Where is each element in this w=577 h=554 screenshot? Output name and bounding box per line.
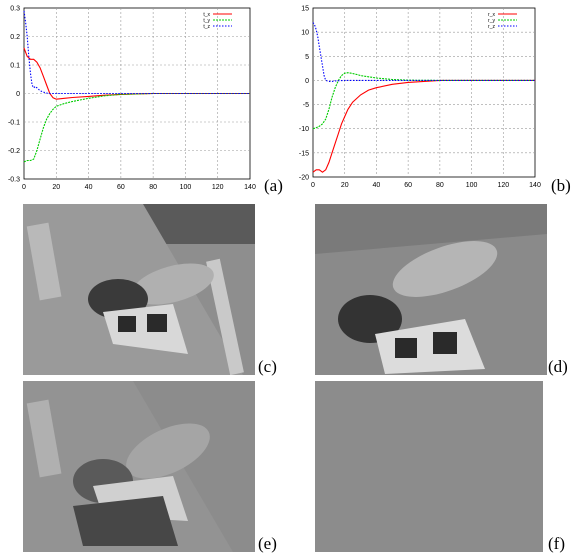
chart-b-series-r_z (312, 22, 535, 82)
label-c: (c) (258, 357, 277, 376)
chart-b-xtick-label: 40 (373, 182, 381, 189)
chart-b-legend-label-r_x: r_x (488, 12, 495, 18)
photo-e-svg (23, 381, 255, 552)
photo-e-glasses-ghost-2 (73, 496, 178, 546)
label-b: (b) (551, 176, 571, 195)
chart-a-legend-label-t_x: t_x (203, 12, 210, 18)
chart-b-series-r_x (312, 79, 535, 173)
chart-b-xtick-label: 60 (404, 182, 412, 189)
photo-c-ruler (206, 258, 244, 375)
chart-a-xtick-label: 140 (244, 184, 256, 191)
chart-a-xtick-label: 120 (212, 184, 224, 191)
chart-b-legend-label-r_y: r_y (488, 18, 495, 24)
chart-b-xtick-label: 120 (497, 182, 509, 189)
chart-a-series-t_z (23, 10, 250, 95)
photo-c-glasses-lens-left (118, 316, 136, 332)
photo-e (23, 381, 255, 552)
chart-a-ytick-label: -0.2 (8, 148, 20, 155)
chart-b-ytick-label: -20 (299, 175, 309, 182)
chart-a: 0 20 40 60 80 100 120 140 -0.3 -0.2 -0.1 0 0.1 0.2 0.3… (0, 0, 270, 196)
photo-d-glasses (375, 319, 485, 374)
chart-a-ytick-label: 0.3 (10, 6, 20, 13)
photo-c-sign (26, 222, 62, 301)
chart-b-legend-label-r_z: r_z (488, 24, 495, 30)
photo-d-hand-base (338, 295, 402, 343)
photo-c-glasses-lens-right (147, 314, 167, 332)
chart-b-xtick-label: 140 (529, 182, 541, 189)
chart-a-xtick-label: 40 (85, 184, 93, 191)
photo-d-top-shadow (315, 204, 547, 254)
photo-c-glove (132, 263, 214, 305)
chart-a-series-t_x (23, 47, 250, 100)
chart-a-series-t_y (23, 92, 250, 163)
chart-a-ytick-label: 0.2 (10, 34, 20, 41)
chart-a-ytick-label: 0 (16, 91, 20, 98)
chart-b-plot-frame (312, 7, 536, 178)
photo-d-glove (392, 241, 498, 297)
photo-e-sign (26, 399, 62, 478)
photo-e-glove-ghost (126, 423, 210, 479)
chart-b-xtick-label: 20 (341, 182, 349, 189)
photo-d-glasses-lens-left (395, 338, 417, 358)
chart-b: 0 20 40 60 80 100 120 140 -20 -15 -10 -5 0 5 10 15 r_x r_… (286, 0, 552, 196)
label-e: (e) (258, 534, 277, 553)
chart-a-xtick-label: 0 (22, 184, 26, 191)
photo-d-svg (315, 204, 547, 375)
chart-a-svg: 0 20 40 60 80 100 120 140 -0.3 -0.2 -0.1 0 0.1 0.2 0.3… (8, 6, 256, 192)
chart-b-svg: 0 20 40 60 80 100 120 140-20-15-10-5051015r_xr_… (299, 6, 541, 190)
label-a: (a) (264, 176, 283, 195)
chart-a-ytick-label: -0.3 (8, 177, 20, 184)
chart-a-xtick-label: 80 (149, 184, 157, 191)
chart-b-xtick-label: 100 (466, 182, 478, 189)
chart-a-xtick-label: 60 (117, 184, 125, 191)
chart-b-xtick-label: 0 (311, 182, 315, 189)
chart-b-ytick-label: -10 (299, 126, 309, 133)
label-d: (d) (548, 357, 568, 376)
chart-b-ytick-label: 0 (305, 78, 309, 85)
chart-b-ytick-label: 10 (301, 30, 309, 37)
chart-a-ytick-label: -0.1 (8, 120, 20, 127)
chart-a-ytick-label: 0.1 (10, 63, 20, 70)
chart-a-legend-label-t_z: t_z (203, 24, 210, 30)
chart-a-xtick-label: 100 (180, 184, 192, 191)
chart-b-series-r_y (312, 72, 535, 130)
label-f: (f) (548, 534, 565, 553)
chart-b-ytick-label: -5 (303, 102, 309, 109)
photo-c-svg (23, 204, 255, 375)
photo-d (315, 204, 547, 375)
chart-a-xtick-label: 20 (52, 184, 60, 191)
photo-f (315, 381, 543, 552)
photo-d-glasses-lens-right (433, 332, 457, 354)
chart-b-ytick-label: 15 (301, 6, 309, 13)
chart-b-ytick-label: -15 (299, 150, 309, 157)
chart-b-ytick-label: 5 (305, 54, 309, 61)
photo-c (23, 204, 255, 375)
chart-b-xtick-label: 80 (436, 182, 444, 189)
chart-a-legend-label-t_y: t_y (203, 18, 210, 24)
